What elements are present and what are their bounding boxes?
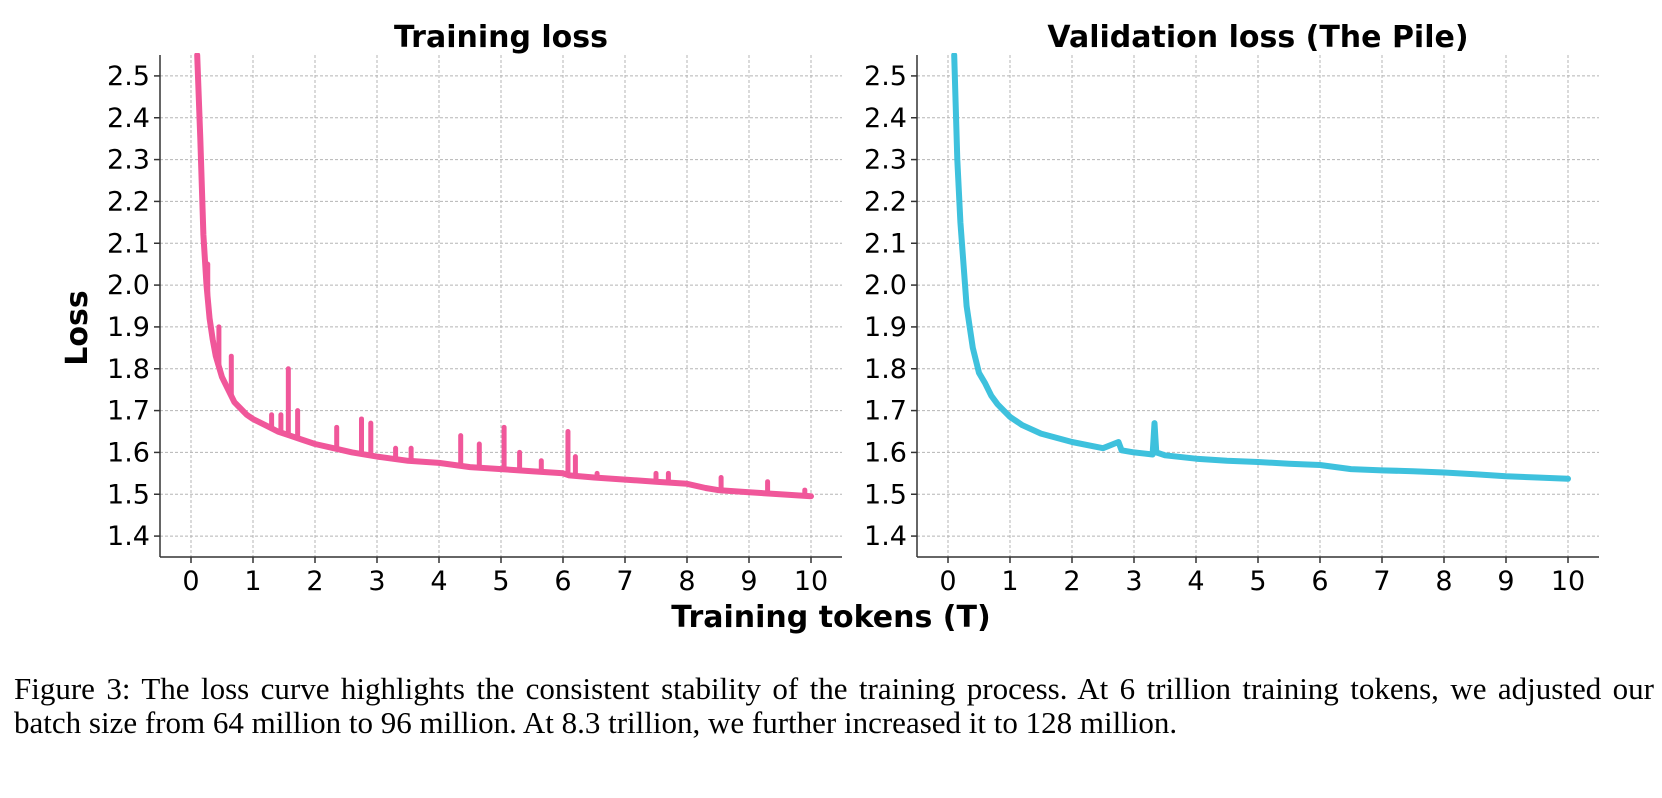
- training-loss-x-tick-label: 0: [182, 566, 199, 597]
- validation-loss-y-tick-label: 1.6: [864, 437, 907, 468]
- training-loss-y-tick-label: 1.8: [107, 354, 150, 385]
- training-loss-y-tick-label: 1.7: [107, 396, 150, 427]
- training-loss-x-tick-label: 2: [306, 566, 323, 597]
- validation-loss-x-tick-label: 7: [1373, 566, 1390, 597]
- validation-loss-y-tick-label: 2.4: [864, 103, 907, 134]
- training-loss-x-tick-label: 10: [794, 566, 828, 597]
- validation-loss-x-tick-label: 6: [1311, 566, 1328, 597]
- training-loss-x-tick-label: 7: [616, 566, 633, 597]
- training-loss-x-tick-label: 3: [368, 566, 385, 597]
- validation-loss-y-tick-label: 2.0: [864, 270, 907, 301]
- training-loss-ticks: 0 1 2 3 4 5 6 7 8 9 10 1.4 1.5 1.6 1.7 1.8 1.9 2.0 2.1 2.2 2…: [107, 61, 828, 597]
- validation-loss-x-tick-label: 0: [939, 566, 956, 597]
- validation-loss-y-tick-label: 2.1: [864, 228, 907, 259]
- validation-loss-x-tick-label: 10: [1551, 566, 1585, 597]
- validation-loss-x-tick-label: 2: [1063, 566, 1080, 597]
- validation-loss-x-tick-label: 5: [1249, 566, 1266, 597]
- training-loss-x-tick-label: 8: [678, 566, 695, 597]
- validation-loss-y-tick-label: 2.3: [864, 145, 907, 176]
- validation-loss-y-tick-label: 1.9: [864, 312, 907, 343]
- training-loss-x-tick-label: 5: [492, 566, 509, 597]
- training-loss-x-tick-label: 6: [554, 566, 571, 597]
- training-loss-x-tick-label: 9: [740, 566, 757, 597]
- training-loss-x-tick-label: 4: [430, 566, 447, 597]
- x-axis-title: Training tokens (T): [671, 600, 990, 635]
- training-loss-y-tick-label: 1.5: [107, 479, 150, 510]
- y-axis-title: Loss: [60, 290, 95, 365]
- validation-loss-y-tick-label: 1.5: [864, 479, 907, 510]
- validation-loss-panel: 0 1 2 3 4 5 6 7 8 9 10 1.4 1.5 1.6 1.7 1.8 1.9 2.0 2.1 2.2 2…: [864, 20, 1599, 597]
- validation-loss-x-tick-label: 1: [1001, 566, 1018, 597]
- training-loss-y-tick-label: 2.5: [107, 61, 150, 92]
- figure-caption: Figure 3: The loss curve highlights the …: [14, 671, 1654, 740]
- validation-loss-title: Validation loss (The Pile): [1047, 20, 1468, 55]
- validation-loss-y-tick-label: 1.7: [864, 396, 907, 427]
- training-loss-y-tick-label: 2.1: [107, 228, 150, 259]
- training-loss-title: Training loss: [394, 20, 608, 55]
- validation-loss-line: [951, 53, 1571, 482]
- training-loss-y-tick-label: 1.4: [107, 521, 150, 552]
- training-loss-y-tick-label: 2.0: [107, 270, 150, 301]
- validation-loss-x-tick-label: 4: [1187, 566, 1204, 597]
- validation-loss-ticks: 0 1 2 3 4 5 6 7 8 9 10 1.4 1.5 1.6 1.7 1.8 1.9 2.0 2.1 2.2 2…: [864, 61, 1585, 597]
- training-loss-grid: [160, 55, 842, 557]
- training-loss-panel: 0 1 2 3 4 5 6 7 8 9 10 1.4 1.5 1.6 1.7 1.8 1.9 2.0 2.1 2.2 2…: [107, 20, 842, 597]
- validation-loss-x-tick-label: 9: [1497, 566, 1514, 597]
- validation-loss-y-tick-label: 1.8: [864, 354, 907, 385]
- validation-loss-series-line: [951, 53, 1571, 482]
- training-loss-x-tick-label: 1: [244, 566, 261, 597]
- validation-loss-y-tick-label: 1.4: [864, 521, 907, 552]
- validation-loss-y-tick-label: 2.5: [864, 61, 907, 92]
- training-loss-y-tick-label: 2.3: [107, 145, 150, 176]
- validation-loss-grid: [917, 55, 1599, 557]
- training-loss-y-tick-label: 2.2: [107, 186, 150, 217]
- loss-figure: 0 1 2 3 4 5 6 7 8 9 101.41.51.61.71.81.92.02.12.22…: [60, 20, 1599, 635]
- validation-loss-x-tick-label: 8: [1435, 566, 1452, 597]
- validation-loss-y-tick-label: 2.2: [864, 186, 907, 217]
- training-loss-y-tick-label: 2.4: [107, 103, 150, 134]
- validation-loss-x-tick-label: 3: [1125, 566, 1142, 597]
- training-loss-line: [194, 53, 814, 500]
- training-loss-y-tick-label: 1.6: [107, 437, 150, 468]
- training-loss-y-tick-label: 1.9: [107, 312, 150, 343]
